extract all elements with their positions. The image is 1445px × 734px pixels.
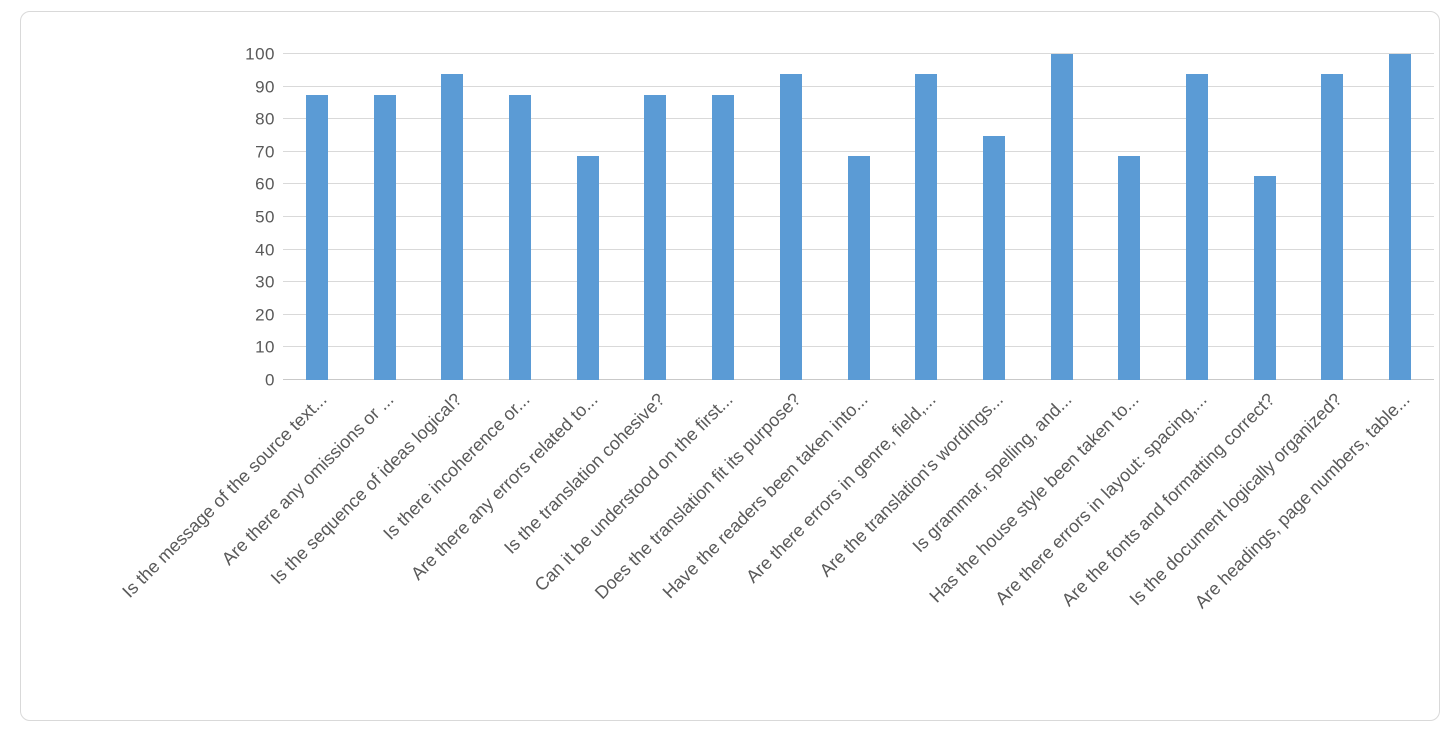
y-axis-tick-labels: 0 10 20 30 40 50 60 70 80 90 100 xyxy=(21,46,275,389)
bar-3 xyxy=(441,74,464,380)
bar-1 xyxy=(305,94,328,380)
bar-6 xyxy=(644,94,667,380)
plot-area xyxy=(283,53,1434,380)
gridline xyxy=(283,118,1434,120)
gridline xyxy=(283,85,1434,87)
bar-5 xyxy=(576,155,599,380)
bar-7 xyxy=(712,94,735,380)
y-axis-tick-label: 70 xyxy=(255,142,275,162)
y-axis-tick-label: 100 xyxy=(245,44,275,64)
bar-10 xyxy=(915,74,938,380)
y-axis-tick-label: 20 xyxy=(255,305,275,325)
bar-16 xyxy=(1321,74,1344,380)
y-axis-tick-label: 80 xyxy=(255,109,275,129)
y-axis-tick-label: 40 xyxy=(255,240,275,260)
bar-17 xyxy=(1389,54,1412,380)
bar-8 xyxy=(779,74,802,380)
bar-15 xyxy=(1253,176,1276,380)
bar-13 xyxy=(1118,155,1141,380)
bar-11 xyxy=(982,135,1005,380)
bar-2 xyxy=(373,94,396,380)
y-axis-tick-label: 90 xyxy=(255,77,275,97)
y-axis-tick-label: 10 xyxy=(255,337,275,357)
bar-4 xyxy=(508,94,531,380)
x-axis-category-labels: Is the message of the source text... Are … xyxy=(118,389,1434,680)
bar-9 xyxy=(847,155,870,380)
gridline xyxy=(283,53,1434,54)
y-axis-tick-label: 50 xyxy=(255,207,275,227)
bar-12 xyxy=(1050,54,1073,380)
y-axis-tick-label: 30 xyxy=(255,272,275,292)
bar-14 xyxy=(1186,74,1209,380)
y-axis-tick-label: 60 xyxy=(255,174,275,194)
y-axis-tick-label: 0 xyxy=(265,370,275,390)
chart-frame: 0 10 20 30 40 50 60 70 80 90 100 Is the message of… xyxy=(20,11,1440,721)
gridline xyxy=(283,150,1434,152)
